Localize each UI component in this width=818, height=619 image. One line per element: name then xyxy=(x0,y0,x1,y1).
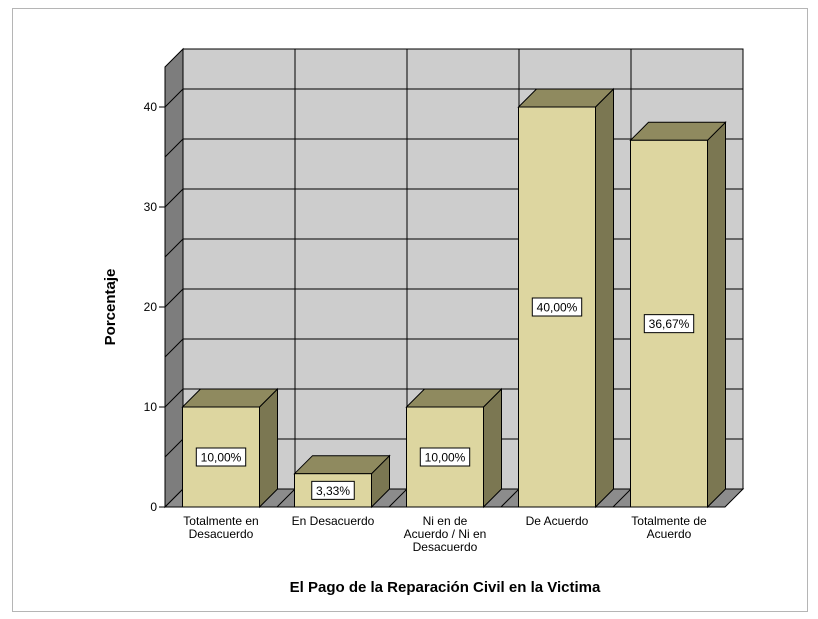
bar-side xyxy=(707,121,726,509)
gridline-left-wall xyxy=(164,238,184,258)
y-tick-label: 40 xyxy=(144,100,158,114)
data-label: 10,00% xyxy=(425,451,466,465)
y-tick-label: 10 xyxy=(144,400,158,414)
x-tick-label: Totalmente de Acuerdo xyxy=(631,514,707,541)
x-tick-label: De Acuerdo xyxy=(526,514,589,528)
data-label: 36,67% xyxy=(649,317,690,331)
chart-frame: 0 10 20 30 40 10,00% Totalmente en Desacuerdo 3,… xyxy=(12,8,808,612)
gridline-left-wall xyxy=(164,388,184,408)
x-tick-label: En Desacuerdo xyxy=(292,514,375,528)
data-label-box xyxy=(531,297,583,317)
floor-divider xyxy=(500,488,520,508)
bar-side xyxy=(595,87,614,509)
data-label-box xyxy=(643,314,695,334)
bar-chart: 0 10 20 30 40 10,00% Totalmente en Desacuerdo 3,… xyxy=(102,47,745,596)
x-tick-label: Totalmente en Desacuerdo xyxy=(183,514,258,541)
y-tick-label: 30 xyxy=(144,200,158,214)
bar: 3,33% xyxy=(293,454,391,509)
bar: 40,00% xyxy=(517,87,615,509)
data-label: 10,00% xyxy=(201,451,242,465)
floor-divider xyxy=(612,488,632,508)
data-label-box xyxy=(311,480,355,500)
y-tick-label: 0 xyxy=(150,500,157,514)
gridline-left-wall xyxy=(164,288,184,308)
gridline-left-wall xyxy=(164,438,184,458)
data-label: 40,00% xyxy=(537,301,578,315)
y-tick-label: 20 xyxy=(144,300,158,314)
bar-side xyxy=(259,387,278,509)
data-label: 3,33% xyxy=(316,484,350,498)
data-label-box xyxy=(419,447,471,467)
bar: 10,00% xyxy=(405,387,503,509)
bar-side xyxy=(483,387,502,509)
x-tick-label: Ni en de Acuerdo / Ni en Desacuerdo xyxy=(404,514,487,554)
x-axis-title: El Pago de la Reparación Civil en la Vic… xyxy=(290,579,601,596)
floor-divider xyxy=(276,488,296,508)
floor-divider xyxy=(388,488,408,508)
left-wall xyxy=(164,47,184,509)
gridline-left-wall xyxy=(164,138,184,158)
y-axis-title: Porcentaje xyxy=(102,269,119,346)
data-label-box xyxy=(195,447,247,467)
gridline-left-wall xyxy=(164,88,184,108)
gridline-left-wall xyxy=(164,338,184,358)
bar: 10,00% xyxy=(181,387,279,509)
gridline-left-wall xyxy=(164,188,184,208)
bar: 36,67% xyxy=(629,121,727,509)
